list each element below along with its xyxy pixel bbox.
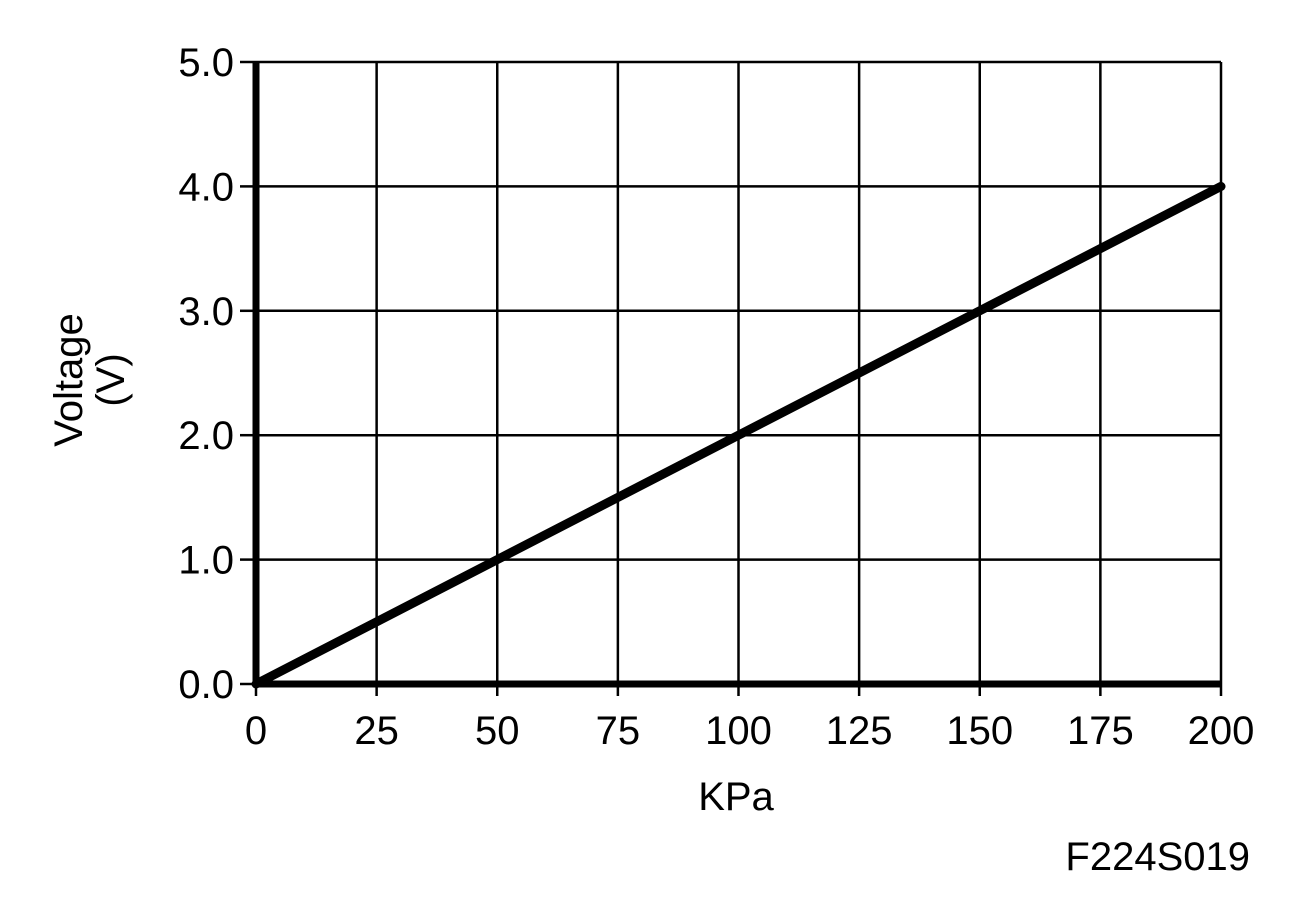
y-axis-title-line-1: Voltage	[47, 313, 91, 446]
series	[251, 181, 1226, 689]
y-axis-title: Voltage (V)	[47, 313, 133, 446]
x-tick-label: 25	[354, 709, 399, 753]
x-tick-label: 75	[596, 709, 641, 753]
y-tick-labels: 0.0 1.0 2.0 3.0 4.0 5.0	[178, 41, 234, 707]
x-axis-title: KPa	[698, 775, 774, 819]
y-tick-label: 0.0	[178, 663, 234, 707]
axes	[240, 60, 1223, 696]
y-tick-label: 3.0	[178, 290, 234, 334]
series-line	[251, 181, 1226, 689]
y-tick-label: 4.0	[178, 165, 234, 209]
x-tick-label: 50	[475, 709, 520, 753]
y-axis-title-line-2: (V)	[89, 353, 133, 406]
x-tick-label: 125	[826, 709, 893, 753]
y-tick-label: 2.0	[178, 414, 234, 458]
x-tick-labels: 0 25 50 75 100 125 150 175 200	[245, 709, 1255, 753]
x-tick-label: 200	[1188, 709, 1255, 753]
x-tick-label: 100	[705, 709, 772, 753]
y-tick-label: 5.0	[178, 41, 234, 85]
x-tick-label: 0	[245, 709, 267, 753]
grid	[256, 60, 1223, 684]
figure-code: F224S019	[1065, 835, 1250, 879]
y-tick-label: 1.0	[178, 539, 234, 583]
x-tick-label: 175	[1067, 709, 1134, 753]
x-tick-label: 150	[946, 709, 1013, 753]
